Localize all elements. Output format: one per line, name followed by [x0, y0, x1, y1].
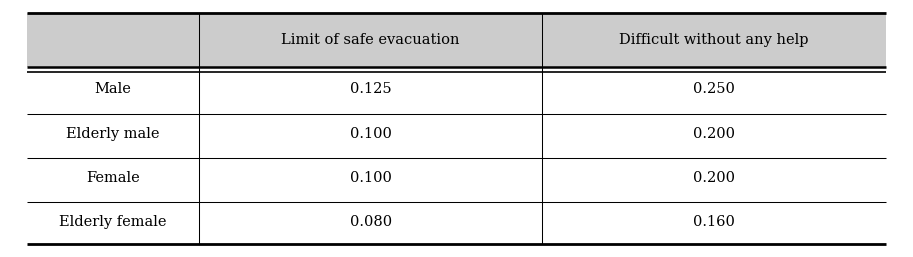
Bar — [27, 200, 199, 244]
Bar — [542, 13, 886, 67]
Bar — [27, 112, 199, 156]
Bar — [542, 112, 886, 156]
Bar — [199, 13, 542, 67]
Text: Limit of safe evacuation: Limit of safe evacuation — [281, 33, 460, 47]
Bar — [542, 200, 886, 244]
Bar — [27, 67, 199, 112]
Text: 0.160: 0.160 — [693, 215, 735, 229]
Text: 0.200: 0.200 — [693, 126, 735, 141]
Bar — [199, 112, 542, 156]
Bar — [199, 200, 542, 244]
Text: 0.250: 0.250 — [693, 82, 735, 96]
Text: 0.200: 0.200 — [693, 171, 735, 185]
Bar — [542, 67, 886, 112]
Text: 0.080: 0.080 — [350, 215, 392, 229]
Bar — [27, 13, 199, 67]
Text: 0.100: 0.100 — [350, 171, 392, 185]
Bar — [199, 156, 542, 200]
Text: Female: Female — [87, 171, 140, 185]
Bar — [199, 67, 542, 112]
Text: 0.125: 0.125 — [350, 82, 392, 96]
Text: Elderly male: Elderly male — [67, 126, 160, 141]
Text: 0.100: 0.100 — [350, 126, 392, 141]
Bar — [542, 156, 886, 200]
Text: Difficult without any help: Difficult without any help — [619, 33, 809, 47]
Text: Elderly female: Elderly female — [59, 215, 167, 229]
Bar — [27, 156, 199, 200]
Text: Male: Male — [95, 82, 131, 96]
